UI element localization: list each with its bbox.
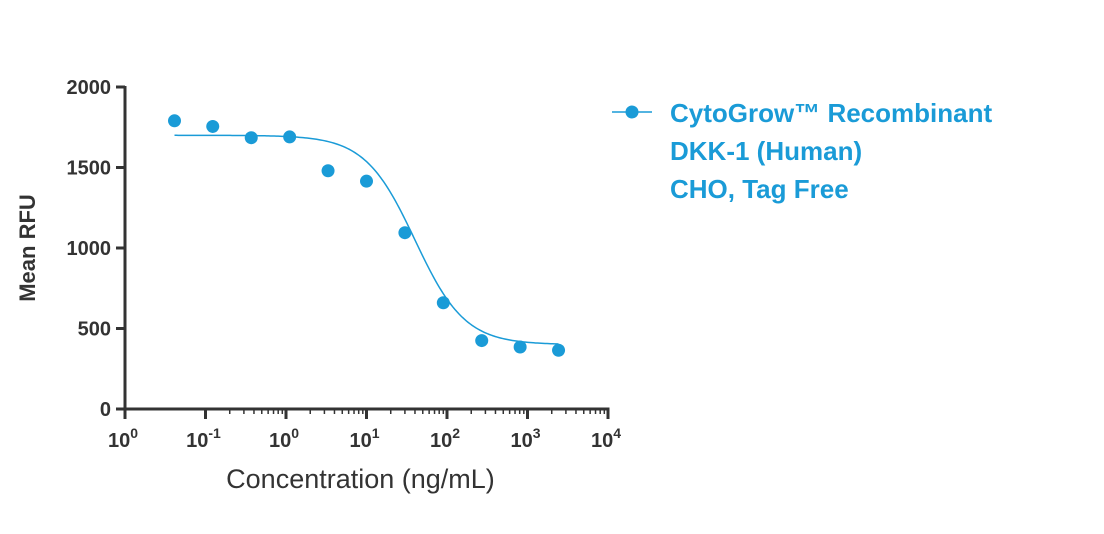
data-point [244, 131, 258, 145]
fit-curve-layer [174, 134, 559, 345]
data-point [321, 164, 335, 178]
y-axis-title: Mean RFU [15, 194, 40, 302]
x-tick-label: 103 [510, 425, 540, 452]
legend: CytoGrow™ Recombinant DKK-1 (Human) CHO, T… [612, 98, 992, 204]
data-point [475, 334, 489, 348]
data-point [360, 174, 373, 188]
x-tick-label: 100 [269, 425, 299, 452]
x-tick-label: 102 [430, 425, 460, 452]
y-tick-label: 1000 [67, 238, 112, 260]
y-tick-label: 500 [78, 319, 111, 341]
data-point [283, 130, 297, 144]
data-point [436, 296, 450, 310]
x-tick-label: 101 [349, 425, 379, 452]
x-tick-label: 104 [591, 425, 621, 452]
x-axis-title: Concentration (ng/mL) [226, 464, 495, 494]
legend-marker [625, 105, 639, 119]
data-point [167, 114, 181, 128]
data-point [206, 119, 220, 133]
y-tick-label: 0 [100, 399, 111, 421]
x-tick-label: 100 [108, 425, 138, 452]
data-point [513, 340, 527, 354]
data-point [552, 343, 566, 357]
y-tick-label: 1500 [67, 158, 112, 180]
axes: 0 500 1000 1500 2000 100 10-1 100 101 102 103 104 [67, 77, 622, 452]
data-point [398, 226, 412, 240]
x-tick-label: 10-1 [186, 425, 221, 452]
legend-label-line: CytoGrow™ Recombinant [670, 98, 992, 128]
y-tick-label: 2000 [67, 77, 112, 99]
fit-curve [174, 134, 559, 345]
legend-label-line: DKK-1 (Human) [670, 136, 862, 166]
legend-label-line: CHO, Tag Free [670, 174, 849, 204]
data-points-layer [167, 114, 566, 357]
